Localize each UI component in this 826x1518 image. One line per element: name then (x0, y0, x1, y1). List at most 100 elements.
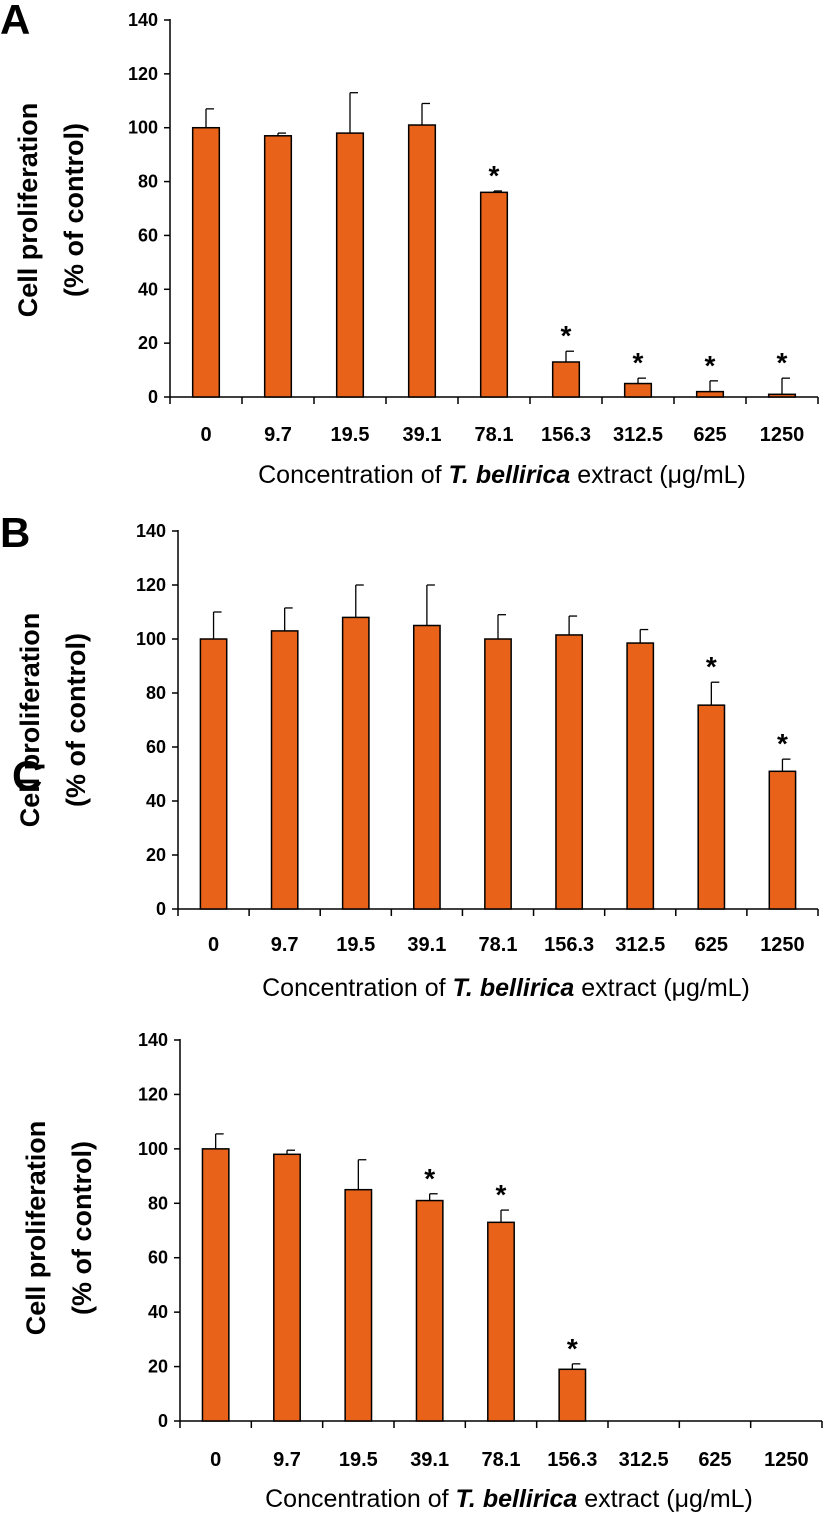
x-axis-label-part: Concentration of (265, 1485, 455, 1513)
x-tick-label: 156.3 (544, 934, 594, 956)
x-tick-label: 312.5 (613, 424, 663, 446)
x-tick-label: 19.5 (336, 934, 375, 956)
y-tick-label: 60 (146, 737, 166, 757)
significance-marker: * (567, 1333, 578, 1364)
y-tick-label: 80 (148, 1193, 168, 1213)
y-tick-label: 140 (138, 1030, 168, 1050)
x-tick-label: 1250 (764, 1449, 809, 1471)
x-tick-label: 39.1 (403, 424, 442, 446)
y-axis-label: Cell proliferation (15, 613, 45, 828)
significance-marker: * (777, 728, 788, 759)
bar-19.5 (335, 132, 365, 398)
y-tick-label: 60 (138, 225, 158, 245)
bar-39.1 (412, 624, 441, 910)
y-tick-label: 120 (128, 64, 158, 84)
y-axis-label: (% of control) (59, 123, 89, 297)
x-tick-label: 156.3 (541, 424, 591, 446)
panel-letter: C (12, 752, 42, 799)
chart-panel-a: A Cell proliferation (% of control) 0 20 40 60… (0, 0, 819, 489)
bar-78.1 (487, 1221, 515, 1422)
bar-156.3 (558, 1368, 587, 1422)
significance-marker: * (705, 350, 716, 381)
species-name: T. bellirica (453, 974, 575, 1002)
significance-marker: * (561, 320, 572, 351)
bar-625 (695, 390, 725, 398)
bar-9.7 (263, 135, 293, 398)
chart-panel-c: C Cell proliferation (% of control) 0 20 40 60… (12, 752, 823, 1513)
x-tick-label: 9.7 (264, 424, 292, 446)
y-tick-label: 140 (128, 10, 158, 30)
x-tick-label: 9.7 (271, 934, 299, 956)
significance-marker: * (489, 160, 500, 191)
x-axis-label: Concentration of T. bellirica extract (μ… (258, 461, 746, 489)
x-axis-label-part: extract (μg/mL) (574, 974, 750, 1002)
bar-19.5 (344, 1188, 373, 1422)
bar-312.5 (623, 382, 653, 398)
x-axis-label-part: Concentration of (262, 974, 452, 1002)
y-tick-label: 140 (136, 521, 166, 541)
x-tick-label: 0 (210, 1449, 221, 1471)
y-tick-label: 0 (148, 387, 158, 407)
x-tick-label: 625 (693, 424, 726, 446)
y-tick-label: 60 (148, 1248, 168, 1268)
x-axis-label: Concentration of T. bellirica extract (μ… (262, 974, 750, 1002)
x-tick-label: 156.3 (547, 1449, 597, 1471)
x-tick-label: 0 (200, 424, 211, 446)
y-tick-label: 100 (128, 118, 158, 138)
x-tick-label: 625 (698, 1449, 731, 1471)
panel-letter: B (0, 509, 30, 556)
y-tick-label: 80 (146, 683, 166, 703)
y-tick-label: 0 (158, 1411, 168, 1431)
bar-156.3 (555, 634, 584, 910)
y-axis-label: (% of control) (67, 1141, 97, 1315)
x-tick-label: 78.1 (482, 1449, 521, 1471)
significance-marker: * (424, 1163, 435, 1194)
x-tick-label: 78.1 (475, 424, 514, 446)
x-tick-label: 39.1 (410, 1449, 449, 1471)
bar-156.3 (551, 361, 581, 398)
x-tick-label: 1250 (760, 424, 805, 446)
bar-9.7 (270, 630, 299, 910)
bar-0 (201, 1148, 230, 1422)
y-tick-label: 100 (136, 629, 166, 649)
x-axis-label-part: extract (μg/mL) (570, 461, 746, 489)
x-axis-label: Concentration of T. bellirica extract (μ… (265, 1485, 753, 1513)
y-tick-label: 120 (138, 1084, 168, 1104)
x-axis-label-part: Concentration of (258, 461, 448, 489)
y-tick-label: 40 (138, 279, 158, 299)
x-tick-label: 625 (695, 934, 728, 956)
x-tick-label: 312.5 (619, 1449, 669, 1471)
x-tick-label: 19.5 (339, 1449, 378, 1471)
y-axis-label: Cell proliferation (21, 1121, 51, 1336)
bar-39.1 (415, 1199, 444, 1422)
panel-letter: A (0, 0, 30, 43)
x-tick-label: 19.5 (331, 424, 370, 446)
bar-78.1 (484, 638, 512, 910)
x-tick-label: 39.1 (407, 934, 446, 956)
y-tick-label: 80 (138, 172, 158, 192)
y-tick-label: 100 (138, 1139, 168, 1159)
bar-9.7 (273, 1153, 301, 1422)
y-axis-label: Cell proliferation (13, 103, 43, 318)
y-tick-label: 40 (146, 791, 166, 811)
bar-19.5 (341, 616, 370, 910)
x-tick-label: 1250 (760, 934, 805, 956)
y-tick-label: 40 (148, 1302, 168, 1322)
x-axis-label-part: extract (μg/mL) (577, 1485, 753, 1513)
x-tick-label: 78.1 (479, 934, 518, 956)
x-tick-label: 0 (208, 934, 219, 956)
bar-1250 (768, 770, 797, 910)
bar-0 (199, 638, 228, 910)
bar-625 (697, 704, 726, 910)
bar-0 (191, 126, 221, 398)
y-tick-label: 20 (148, 1357, 168, 1377)
bar-1250 (767, 393, 797, 398)
x-tick-label: 9.7 (273, 1449, 301, 1471)
y-tick-label: 0 (156, 899, 166, 919)
y-tick-label: 20 (138, 333, 158, 353)
bar-312.5 (626, 642, 655, 910)
significance-marker: * (496, 1179, 507, 1210)
species-name: T. bellirica (449, 461, 571, 489)
species-name: T. bellirica (456, 1485, 578, 1513)
